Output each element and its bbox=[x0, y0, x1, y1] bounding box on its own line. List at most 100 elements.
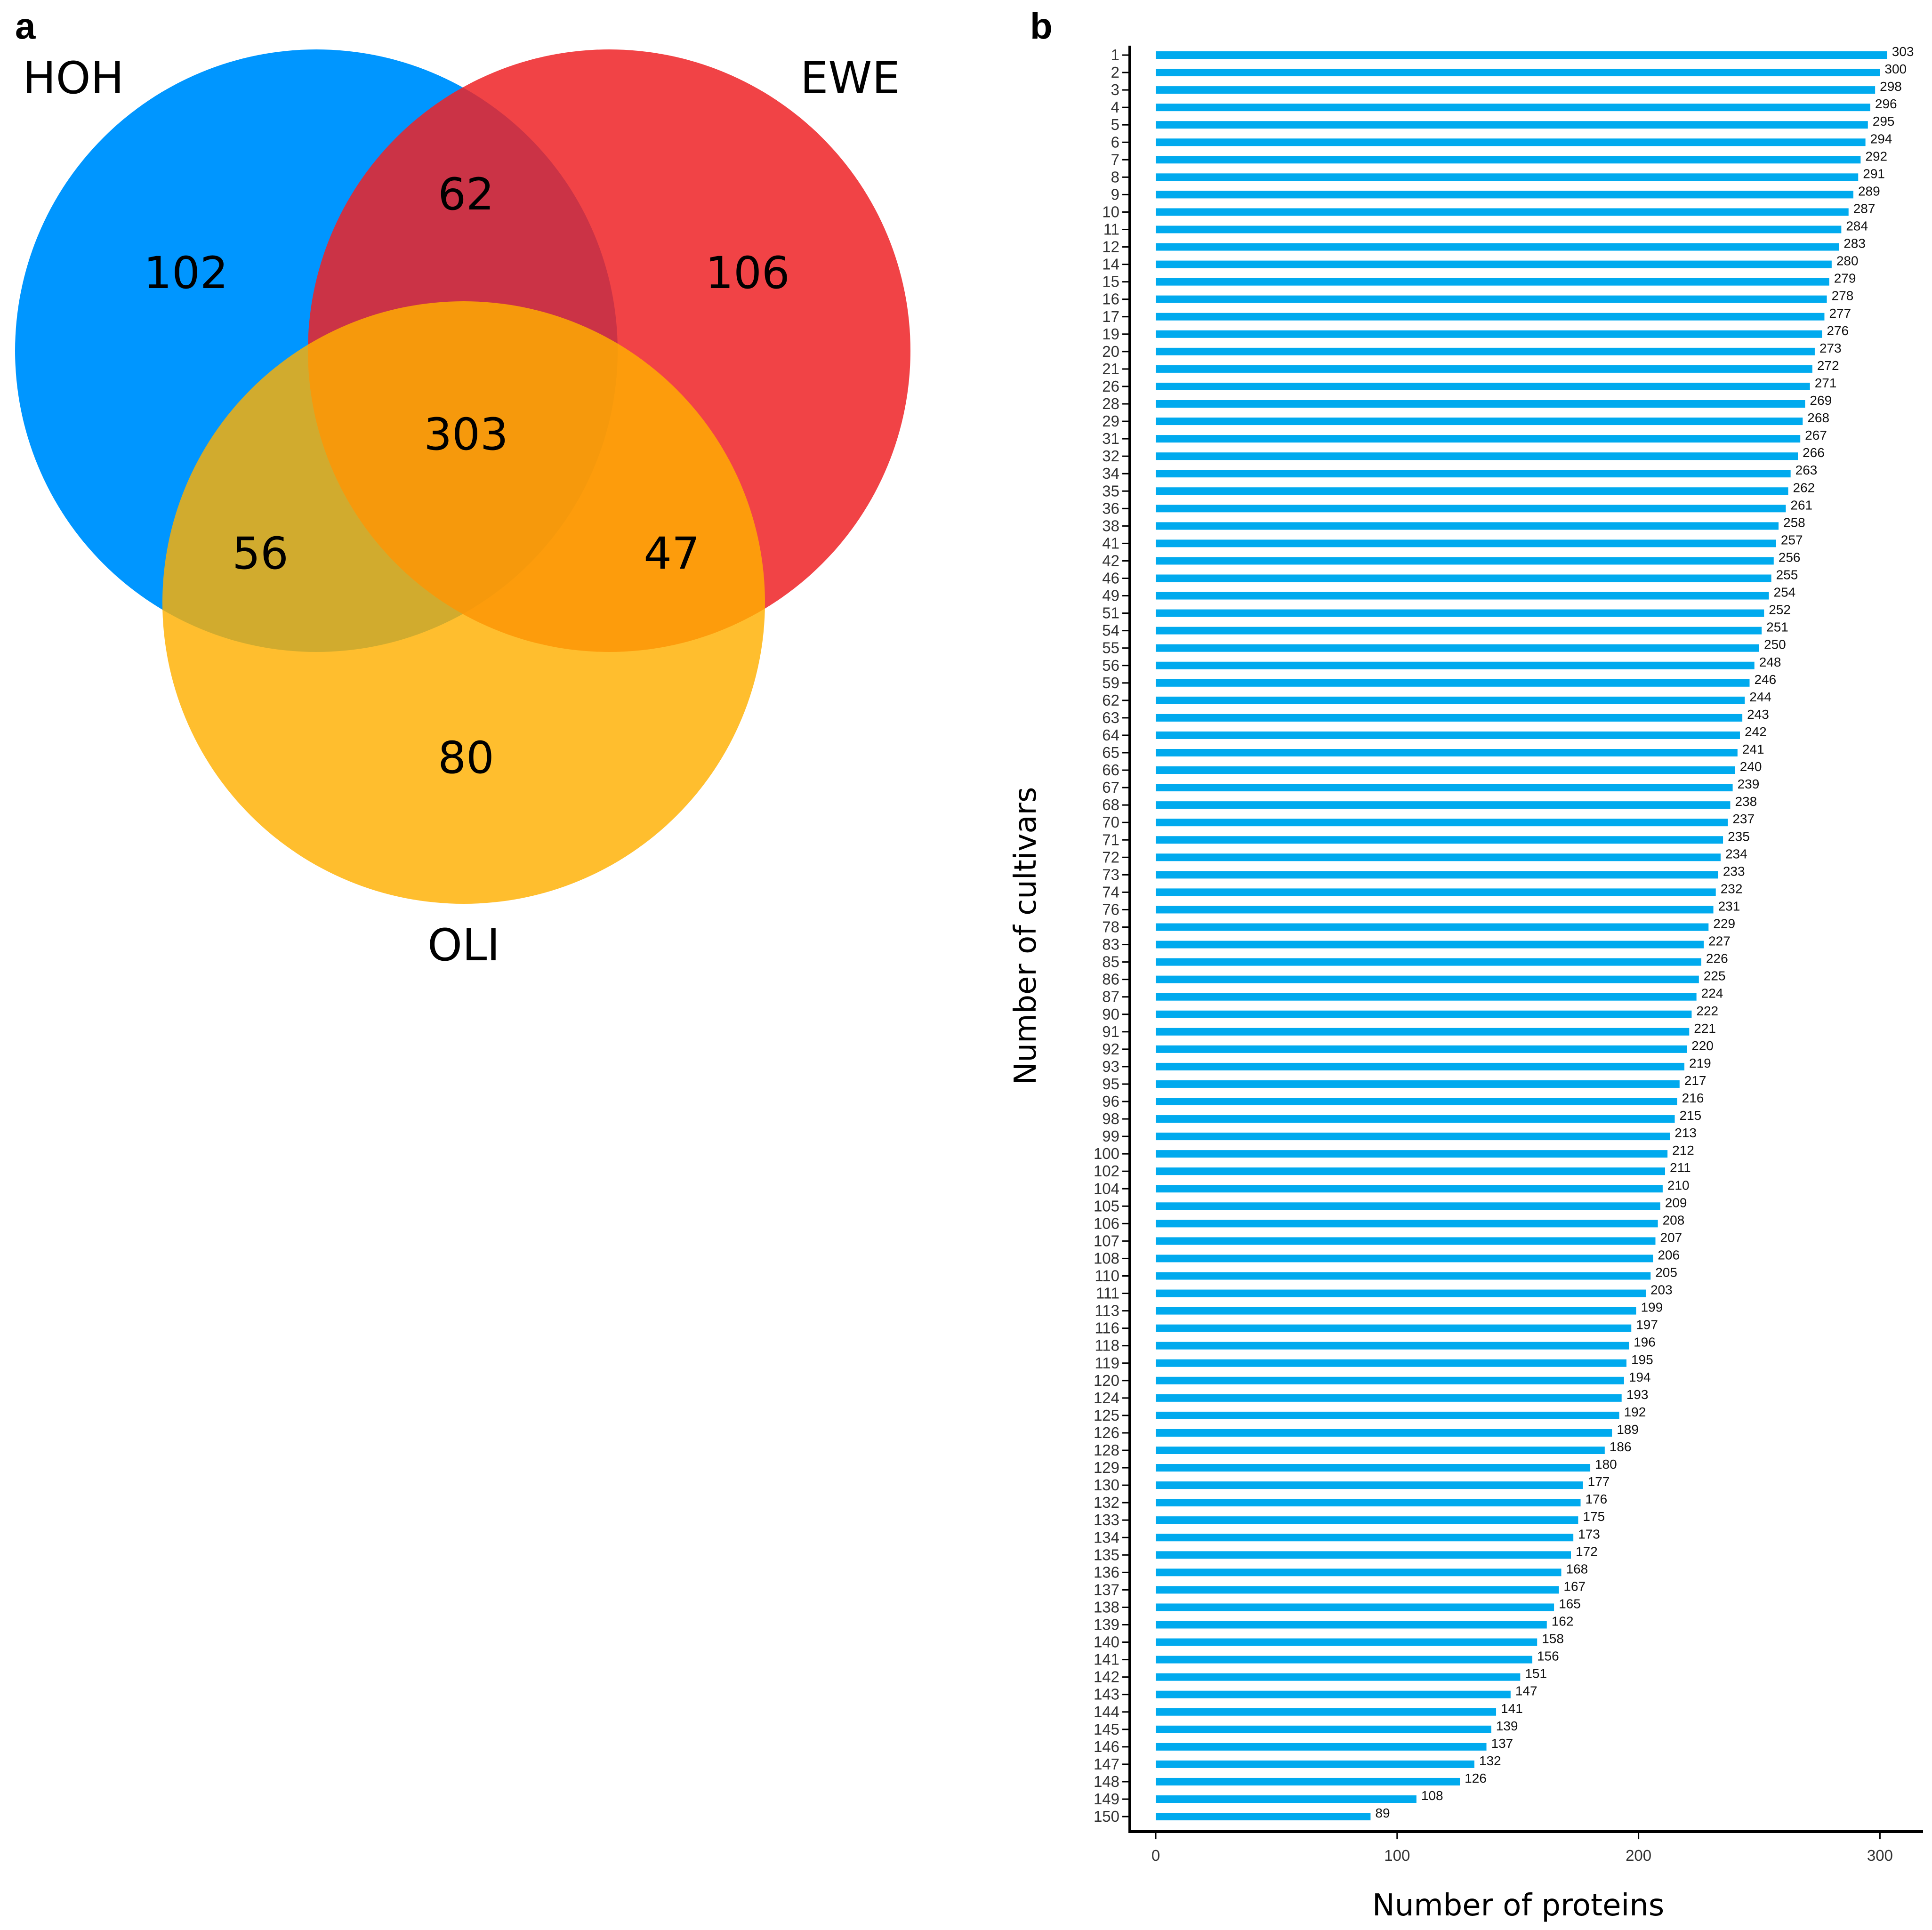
bar bbox=[1156, 278, 1829, 286]
y-tick-label: 70 bbox=[1102, 813, 1119, 831]
bar-value-label: 224 bbox=[1701, 986, 1723, 1001]
bar bbox=[1156, 696, 1745, 704]
y-tick-label: 63 bbox=[1102, 709, 1119, 726]
bar bbox=[1156, 1760, 1474, 1768]
bar-value-label: 303 bbox=[1892, 44, 1914, 59]
y-tick-label: 2 bbox=[1111, 64, 1119, 81]
venn-count-all-three: 303 bbox=[424, 409, 508, 460]
bar-value-label: 168 bbox=[1566, 1561, 1588, 1576]
y-tick-label: 28 bbox=[1102, 395, 1119, 412]
venn-set-label-hoh: HOH bbox=[23, 53, 124, 104]
bar-value-label: 172 bbox=[1576, 1544, 1598, 1559]
venn-count-hoh-oli: 56 bbox=[232, 528, 289, 579]
bar bbox=[1156, 452, 1798, 460]
bar bbox=[1156, 1010, 1692, 1018]
y-tick-label: 65 bbox=[1102, 744, 1119, 761]
y-tick-label: 38 bbox=[1102, 517, 1119, 534]
y-tick-label: 8 bbox=[1111, 168, 1119, 185]
bar-value-label: 246 bbox=[1754, 672, 1776, 687]
bar bbox=[1156, 1447, 1605, 1454]
bar bbox=[1156, 1376, 1624, 1384]
y-tick-label: 59 bbox=[1102, 674, 1119, 692]
y-tick-label: 35 bbox=[1102, 482, 1119, 499]
bar-value-label: 277 bbox=[1829, 306, 1851, 321]
y-tick-label: 76 bbox=[1102, 901, 1119, 918]
bar bbox=[1156, 941, 1704, 949]
bar-value-label: 241 bbox=[1742, 742, 1764, 756]
bar bbox=[1156, 1481, 1583, 1489]
bar-value-label: 180 bbox=[1595, 1457, 1617, 1472]
bar bbox=[1156, 1708, 1497, 1716]
bar bbox=[1156, 1342, 1629, 1350]
bar-value-label: 162 bbox=[1552, 1614, 1574, 1629]
y-tick-label: 64 bbox=[1102, 726, 1119, 744]
y-tick-label: 145 bbox=[1094, 1721, 1119, 1738]
venn-count-ewe-oli: 47 bbox=[644, 528, 700, 579]
y-tick-label: 100 bbox=[1094, 1145, 1119, 1162]
bar bbox=[1156, 1638, 1538, 1646]
y-tick-label: 19 bbox=[1102, 325, 1119, 343]
bar-value-label: 222 bbox=[1696, 1004, 1718, 1018]
y-tick-label: 72 bbox=[1102, 848, 1119, 866]
bar bbox=[1156, 1813, 1371, 1821]
bar bbox=[1156, 522, 1779, 530]
bar-value-label: 294 bbox=[1870, 131, 1892, 146]
y-tick-label: 96 bbox=[1102, 1093, 1119, 1110]
bar-value-label: 219 bbox=[1689, 1056, 1711, 1070]
bar-value-label: 262 bbox=[1793, 480, 1815, 495]
y-tick-label: 3 bbox=[1111, 81, 1119, 98]
bar bbox=[1156, 1499, 1581, 1507]
bar bbox=[1156, 766, 1735, 774]
venn-panel: a HOH EWE OLI 102 106 62 303 56 47 80 bbox=[15, 5, 910, 971]
bar-value-label: 254 bbox=[1774, 585, 1796, 600]
y-tick-label: 71 bbox=[1102, 831, 1119, 848]
venn-count-hoh-ewe: 62 bbox=[438, 169, 494, 220]
bar bbox=[1156, 1690, 1511, 1698]
bar-value-label: 251 bbox=[1766, 620, 1788, 635]
bar bbox=[1156, 208, 1849, 216]
y-tick-label: 32 bbox=[1102, 447, 1119, 465]
bar-value-label: 221 bbox=[1694, 1021, 1716, 1036]
bar-value-label: 208 bbox=[1663, 1213, 1685, 1227]
y-tick-label: 1 bbox=[1111, 46, 1119, 64]
x-tick-label: 200 bbox=[1626, 1847, 1651, 1864]
bar-value-label: 189 bbox=[1617, 1422, 1639, 1437]
y-axis-title: Number of cultivars bbox=[1008, 787, 1043, 1085]
bar bbox=[1156, 156, 1861, 164]
bar bbox=[1156, 627, 1762, 635]
bar-value-label: 252 bbox=[1769, 603, 1791, 617]
y-tick-label: 7 bbox=[1111, 151, 1119, 168]
bar bbox=[1156, 1045, 1687, 1053]
bar bbox=[1156, 1028, 1690, 1036]
bar bbox=[1156, 801, 1731, 809]
bar bbox=[1156, 260, 1832, 268]
bar bbox=[1156, 853, 1721, 861]
bar-value-label: 192 bbox=[1624, 1405, 1646, 1419]
y-tick-label: 124 bbox=[1094, 1389, 1119, 1407]
y-tick-label: 95 bbox=[1102, 1075, 1119, 1093]
bar-value-label: 205 bbox=[1655, 1265, 1677, 1280]
bar bbox=[1156, 1516, 1578, 1524]
bar-value-label: 216 bbox=[1682, 1091, 1704, 1105]
bar-value-label: 273 bbox=[1819, 341, 1842, 355]
y-tick-label: 136 bbox=[1094, 1563, 1119, 1581]
y-tick-label: 12 bbox=[1102, 238, 1119, 256]
panel-letter-a: a bbox=[15, 5, 36, 47]
bar-value-label: 238 bbox=[1735, 794, 1757, 809]
bar-value-label: 276 bbox=[1827, 323, 1849, 338]
y-tick-label: 149 bbox=[1094, 1790, 1119, 1808]
bar bbox=[1156, 173, 1859, 181]
bar bbox=[1156, 1534, 1574, 1542]
bar-value-label: 197 bbox=[1636, 1318, 1658, 1332]
y-tick-label: 67 bbox=[1102, 779, 1119, 796]
y-tick-label: 10 bbox=[1102, 203, 1119, 220]
bar bbox=[1156, 1777, 1460, 1785]
venn-set-label-ewe: EWE bbox=[800, 53, 900, 104]
y-tick-label: 54 bbox=[1102, 622, 1119, 639]
bar bbox=[1156, 470, 1791, 478]
bar bbox=[1156, 1568, 1562, 1576]
y-tick-label: 90 bbox=[1102, 1005, 1119, 1023]
y-tick-label: 6 bbox=[1111, 133, 1119, 151]
bar-value-label: 255 bbox=[1776, 568, 1798, 582]
y-tick-label: 83 bbox=[1102, 936, 1119, 953]
